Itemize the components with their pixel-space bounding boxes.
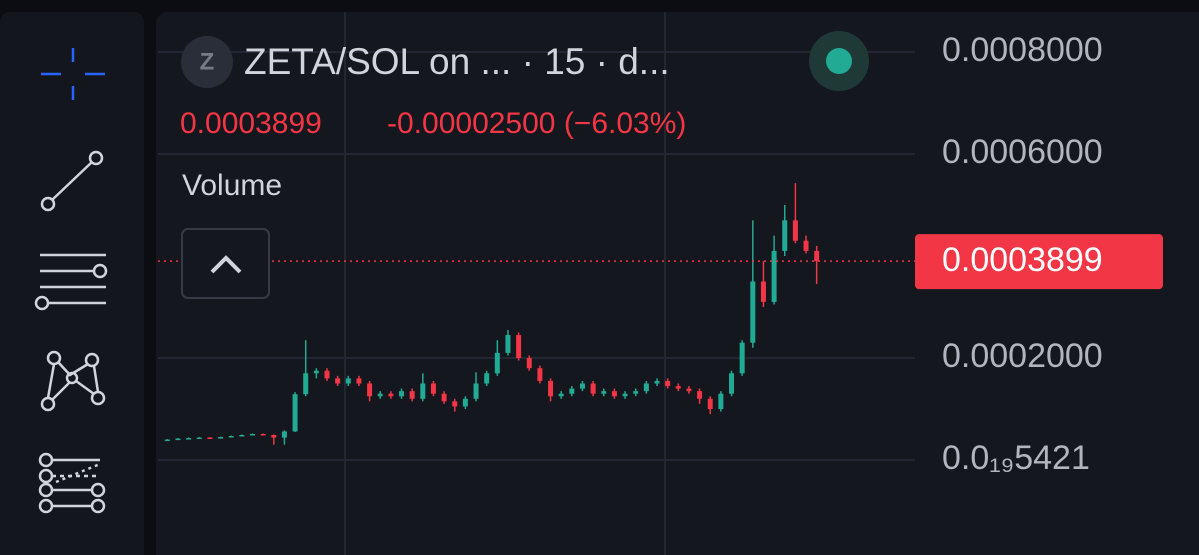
candle-body — [228, 436, 234, 438]
candle-body — [420, 383, 426, 399]
candle-body — [313, 370, 319, 374]
candle-body — [537, 368, 543, 381]
plot — [158, 12, 915, 555]
candle-body — [665, 380, 671, 387]
candle-body — [186, 438, 192, 440]
candle-body — [579, 383, 585, 389]
horizontal-lines-tool[interactable] — [34, 253, 108, 311]
candle-body — [760, 281, 766, 302]
collapse-button[interactable] — [181, 228, 270, 299]
y-tick-label: 0.0008000 — [942, 31, 1103, 69]
toolbar-icons — [34, 48, 108, 514]
candle-body — [782, 220, 788, 251]
indicator-label: Volume — [182, 169, 282, 202]
symbol-badge — [181, 36, 233, 88]
y-tick-label: 0.0002000 — [942, 337, 1103, 375]
candle-body — [697, 391, 703, 399]
candle-body — [218, 437, 224, 439]
collapse-icon — [210, 255, 242, 274]
candle-body — [292, 394, 298, 432]
candle-body — [739, 342, 745, 374]
candle-body — [729, 373, 735, 394]
candle-body — [643, 383, 649, 392]
trendline-tool[interactable] — [40, 150, 104, 212]
candle-body — [271, 435, 277, 438]
pattern-tool[interactable] — [40, 350, 106, 412]
candle-body — [686, 388, 692, 392]
symbol-initial: Z — [200, 48, 215, 75]
candle-body — [239, 435, 245, 437]
candle-body — [345, 378, 351, 384]
candle-body — [207, 437, 213, 440]
y-tick-label: 0.0₁₉5421 — [942, 439, 1090, 477]
y-tick-label: 0.0006000 — [942, 133, 1103, 171]
candle-body — [452, 401, 458, 407]
status-dot — [826, 48, 852, 74]
candle-body — [175, 438, 181, 441]
candle-body — [707, 398, 713, 409]
candle-body — [803, 240, 809, 251]
candle-body — [558, 393, 564, 397]
candle-body — [718, 393, 724, 409]
candle-body — [771, 250, 777, 302]
candle-body — [164, 439, 170, 442]
candle-body — [196, 437, 202, 440]
candle-body — [388, 393, 394, 397]
candle-body — [548, 380, 554, 397]
candle-body — [249, 433, 255, 436]
candle-body — [654, 380, 660, 384]
candle-body — [792, 220, 798, 241]
candle-body — [675, 386, 681, 389]
candle-body — [399, 391, 405, 397]
candle-body — [494, 352, 500, 374]
candle-body — [409, 391, 415, 399]
candle-body — [281, 431, 287, 438]
candle-body — [569, 388, 575, 394]
candle-body — [356, 378, 362, 384]
header-change: -0.00002500 (−6.03%) — [387, 107, 686, 140]
candle-body — [526, 358, 532, 369]
fib-tool[interactable] — [38, 452, 106, 514]
candle-body — [516, 335, 522, 359]
crosshair-tool[interactable] — [41, 48, 105, 100]
candle-body — [324, 370, 330, 379]
candle-body — [622, 393, 628, 397]
candle-body — [430, 383, 436, 394]
last-price-label: 0.0003899 — [942, 241, 1103, 279]
candle-body — [814, 250, 820, 262]
header-price: 0.0003899 — [180, 107, 322, 140]
candle-body — [601, 391, 607, 394]
candle-body — [484, 373, 490, 384]
last-price-box — [915, 234, 1163, 290]
candle-body — [260, 433, 266, 436]
candle-body — [590, 383, 596, 394]
candle-body — [473, 383, 479, 399]
toolbar — [0, 12, 144, 555]
candle-body — [367, 383, 373, 397]
candle-body — [303, 373, 309, 395]
candle-body — [505, 335, 511, 353]
symbol-title[interactable]: ZETA/SOL on ... · 15 · d... — [244, 41, 670, 82]
chart-panel — [156, 12, 1199, 555]
candle-body — [441, 393, 447, 402]
candle-body — [750, 281, 756, 343]
candle-body — [633, 391, 639, 394]
candle-body — [335, 378, 341, 384]
candle-body — [462, 398, 468, 407]
candle-body — [377, 393, 383, 397]
candle-body — [611, 391, 617, 397]
